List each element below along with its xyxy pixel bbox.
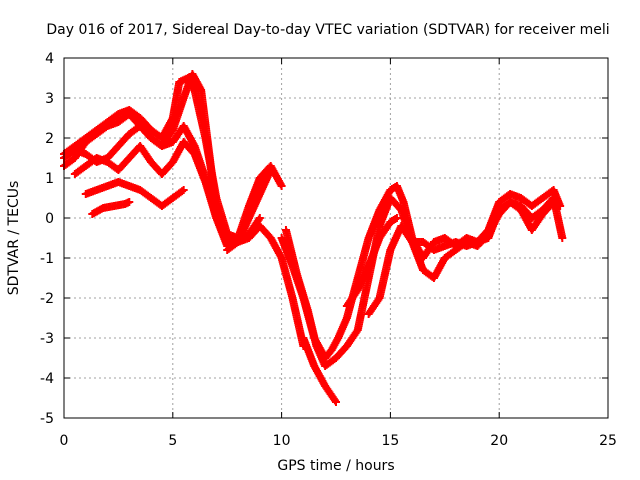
data-point-marker: [212, 214, 221, 222]
series-10: [364, 198, 558, 318]
y-tick-label: -1: [40, 251, 54, 267]
series-8: [281, 194, 567, 370]
y-tick-label: -3: [40, 331, 54, 347]
series-5: [81, 178, 188, 210]
x-axis-label: GPS time / hours: [277, 458, 394, 474]
data-point-marker: [299, 342, 308, 350]
y-tick-label: 2: [45, 131, 54, 147]
y-tick-label: 0: [45, 211, 54, 227]
x-tick-labels: 0 5 10 15 20 25: [60, 433, 617, 449]
y-tick-label: 4: [45, 51, 54, 67]
series-6: [88, 198, 134, 218]
y-tick-labels: -5 -4 -3 -2 -1 0 1 2 3 4: [40, 51, 54, 427]
data-point-marker: [549, 198, 558, 206]
data-point-marker: [558, 234, 567, 242]
x-tick-label: 0: [60, 433, 69, 449]
y-axis-label: SDTVAR / TECUs: [6, 181, 22, 296]
y-tick-label: 3: [45, 91, 54, 107]
series-4: [70, 138, 221, 222]
x-tick-label: 25: [599, 433, 617, 449]
series-12: [223, 222, 308, 350]
plot-frame: [63, 57, 609, 419]
data-point-marker: [277, 182, 286, 190]
data-point-marker: [392, 214, 401, 222]
series-11: [342, 214, 401, 310]
data-point-marker: [179, 186, 188, 194]
grid-lines: [64, 58, 608, 418]
x-tick-label: 20: [490, 433, 508, 449]
y-tick-label: -5: [40, 411, 54, 427]
data-point-marker: [255, 214, 264, 222]
x-tick-label: 15: [381, 433, 399, 449]
y-tick-label: -2: [40, 291, 54, 307]
y-tick-label: -4: [40, 371, 54, 387]
data-points: [60, 70, 567, 406]
data-point-marker: [266, 166, 275, 174]
axis-ticks: [63, 57, 609, 419]
data-point-marker: [332, 398, 340, 406]
x-tick-label: 5: [168, 433, 177, 449]
y-tick-label: 1: [45, 171, 54, 187]
data-point-marker: [125, 198, 134, 206]
chart-title: Day 016 of 2017, Sidereal Day-to-day VTE…: [46, 22, 609, 38]
x-tick-label: 10: [273, 433, 291, 449]
